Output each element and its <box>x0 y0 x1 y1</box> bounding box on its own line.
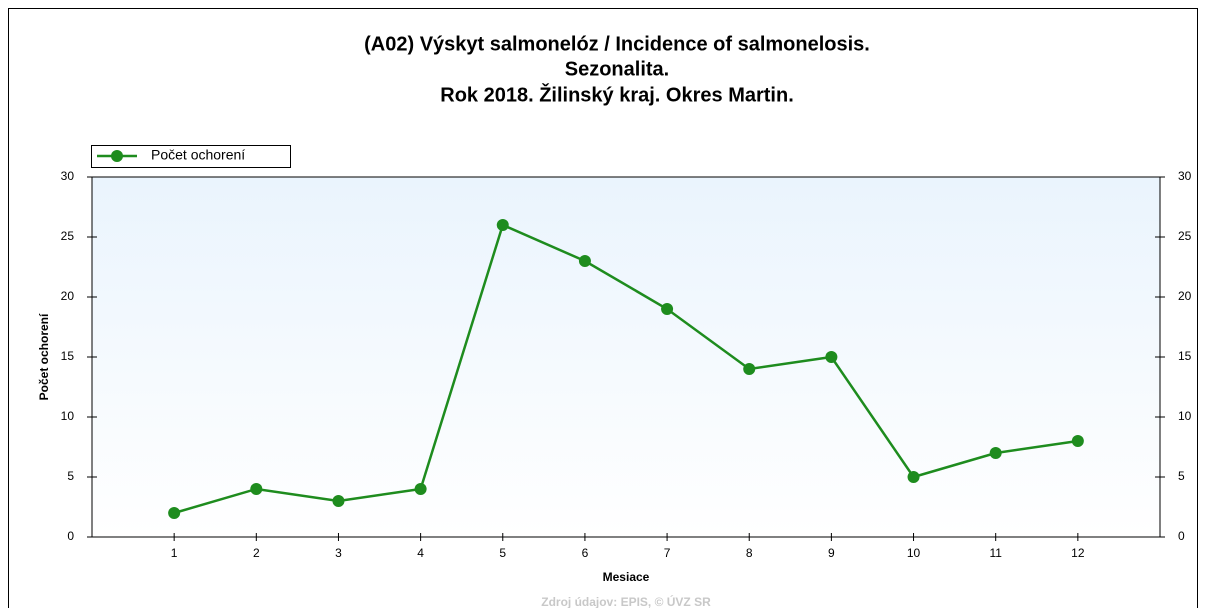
point <box>743 363 756 375</box>
y2-tick-label: 0 <box>1178 529 1185 543</box>
point <box>578 255 591 267</box>
x-tick-label: 11 <box>989 546 1002 560</box>
chart-title: Rok 2018. Žilinský kraj. Okres Martin. <box>440 82 794 106</box>
point <box>825 351 838 363</box>
point <box>496 219 509 231</box>
chart-title: (A02) Výskyt salmonelóz / Incidence of s… <box>364 33 870 55</box>
x-tick-label: 8 <box>746 546 753 560</box>
line <box>173 223 1079 515</box>
point <box>332 495 345 507</box>
point <box>989 447 1002 459</box>
x-tick-label: 7 <box>664 546 671 560</box>
y-tick-label: 0 <box>67 529 74 543</box>
point <box>907 471 920 483</box>
x-tick-label: 3 <box>335 546 342 560</box>
y-tick-label: 10 <box>61 409 75 423</box>
legend-box <box>91 145 291 168</box>
y-tick-label: 5 <box>67 469 74 483</box>
chart-title: Sezonalita. <box>565 58 669 80</box>
y-tick-label: 15 <box>61 349 75 363</box>
x-tick-label: 10 <box>907 546 921 560</box>
plot-area <box>92 177 1160 537</box>
point <box>414 483 427 495</box>
y-axis-label: Počet ochorení <box>37 313 51 400</box>
x-tick-label: 12 <box>1071 546 1085 560</box>
y2-tick-label: 10 <box>1178 409 1192 423</box>
y2-tick-label: 20 <box>1178 289 1192 303</box>
point <box>1071 435 1084 447</box>
frame <box>8 8 1198 608</box>
y2-tick-label: 25 <box>1178 229 1192 243</box>
point <box>250 483 263 495</box>
x-tick-label: 5 <box>499 546 506 560</box>
legend-label: Počet ochorení <box>151 147 245 163</box>
y2-tick-label: 5 <box>1178 469 1185 483</box>
point <box>168 507 181 519</box>
y2-tick-label: 30 <box>1178 169 1192 183</box>
x-axis-label: Mesiace <box>603 570 650 584</box>
x-tick-label: 9 <box>828 546 835 560</box>
x-tick-label: 6 <box>582 546 589 560</box>
x-tick-label: 4 <box>417 546 424 560</box>
y-tick-label: 20 <box>61 289 75 303</box>
y-tick-label: 25 <box>61 229 75 243</box>
y2-tick-label: 15 <box>1178 349 1192 363</box>
x-tick-label: 1 <box>171 546 178 560</box>
y-tick-label: 30 <box>61 169 75 183</box>
x-tick-label: 2 <box>253 546 260 560</box>
point <box>661 303 674 315</box>
legend-marker <box>111 150 123 162</box>
source: Zdroj údajov: EPIS, © ÚVZ SR <box>541 594 711 608</box>
